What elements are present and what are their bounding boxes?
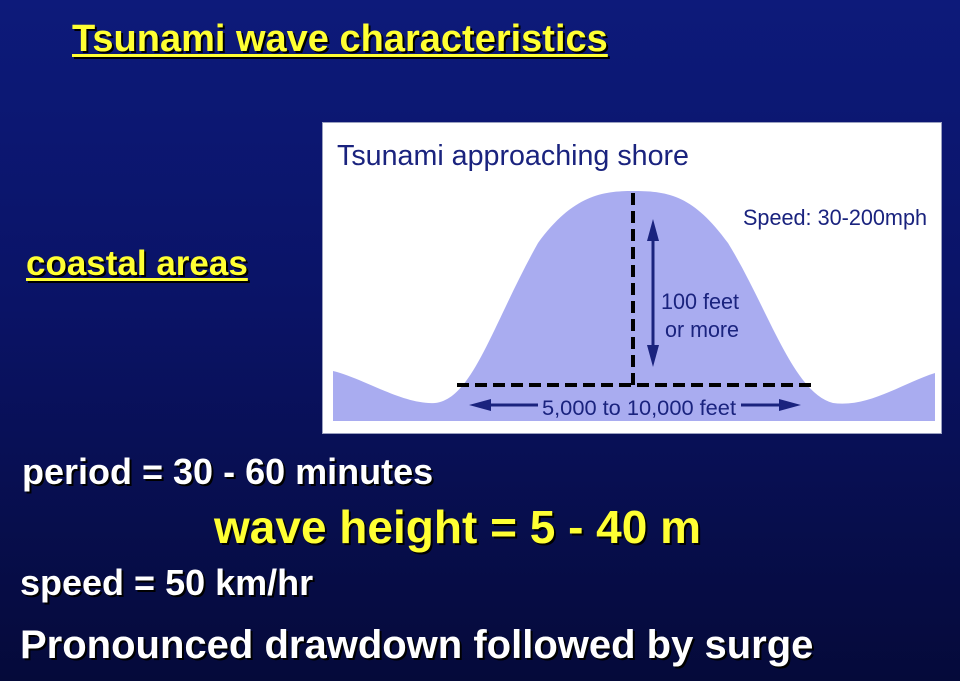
height-label-line1: 100 feet <box>661 289 739 314</box>
speed-label: Speed: 30-200mph <box>743 205 927 230</box>
speed-text: speed = 50 km/hr <box>20 562 314 603</box>
coastal-areas-heading: coastal areas <box>26 244 248 283</box>
tsunami-diagram: Tsunami approaching shore Speed: 30-200m… <box>333 140 935 421</box>
slide-title: Tsunami wave characteristics <box>72 18 608 60</box>
wave-height-text: wave height = 5 - 40 m <box>214 501 702 553</box>
tsunami-diagram-panel: Tsunami approaching shore Speed: 30-200m… <box>322 122 942 434</box>
height-arrow <box>647 219 659 367</box>
height-label-line2: or more <box>665 317 739 342</box>
period-text: period = 30 - 60 minutes <box>22 451 434 492</box>
width-arrow <box>469 399 801 411</box>
diagram-heading: Tsunami approaching shore <box>337 140 689 172</box>
width-label: 5,000 to 10,000 feet <box>542 397 736 420</box>
drawdown-text: Pronounced drawdown followed by surge <box>20 623 814 667</box>
